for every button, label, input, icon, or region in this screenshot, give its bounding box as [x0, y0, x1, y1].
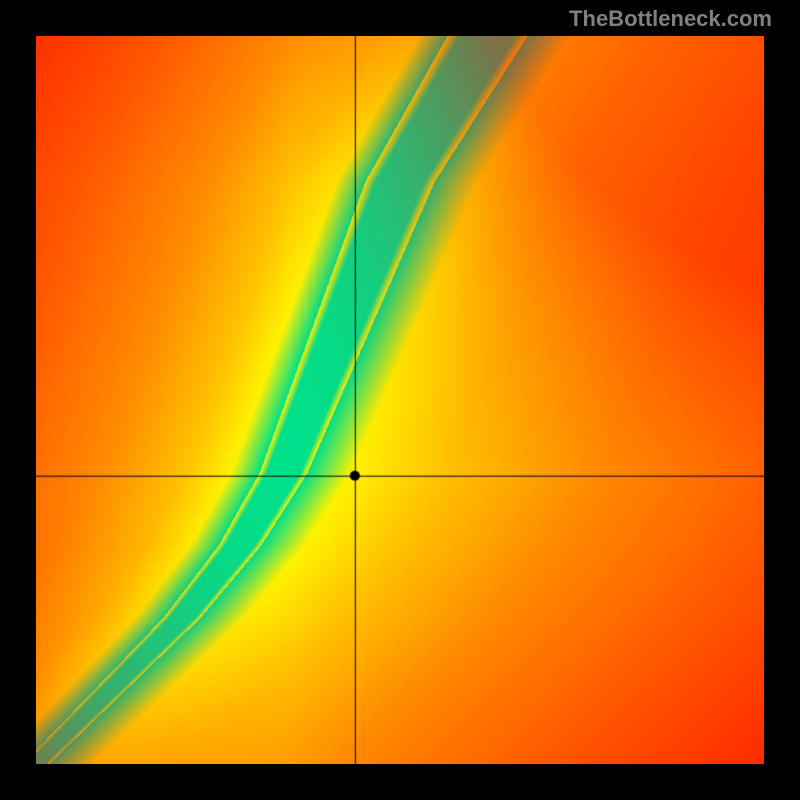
bottleneck-heatmap: [36, 36, 764, 764]
attribution-text: TheBottleneck.com: [569, 6, 772, 32]
heatmap-canvas: [36, 36, 764, 764]
